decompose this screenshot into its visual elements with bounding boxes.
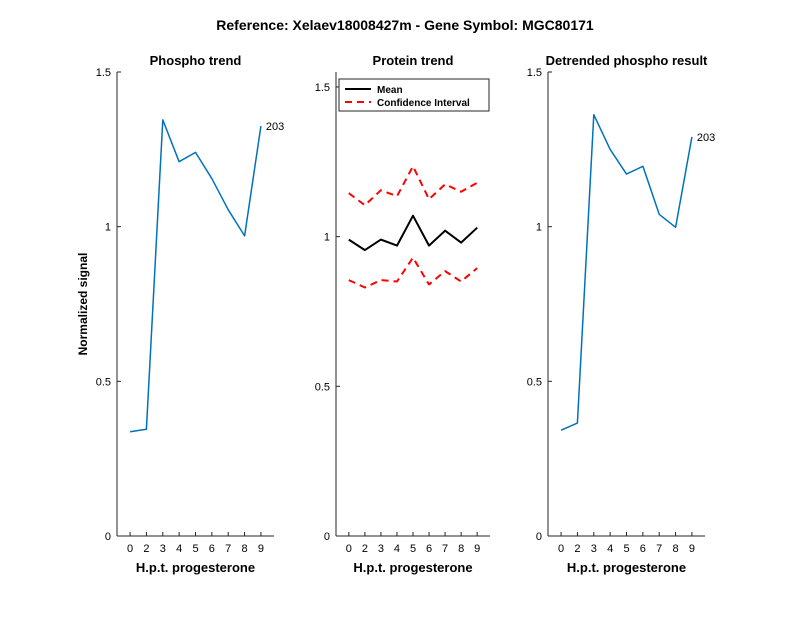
series-line-1 xyxy=(129,119,262,433)
panel-title: Protein trend xyxy=(373,53,454,68)
panel-title: Detrended phospho result xyxy=(546,53,708,68)
x-tick-label: 7 xyxy=(442,543,448,555)
y-tick-label: 0.5 xyxy=(527,376,542,388)
y-tick-label: 1 xyxy=(105,222,111,234)
y-tick-label: 0.5 xyxy=(315,381,330,393)
series-line-1 xyxy=(348,214,478,252)
legend: Mean Confidence Interval xyxy=(338,78,490,112)
figure-title: Reference: Xelaev18008427m - Gene Symbol… xyxy=(216,17,594,33)
x-axis-label: H.p.t. progesterone xyxy=(353,560,472,575)
x-tick-label: 5 xyxy=(410,543,416,555)
end-annotation: 203 xyxy=(697,132,715,144)
x-tick-label: 2 xyxy=(362,543,368,555)
y-tick-label: 0 xyxy=(324,531,330,543)
y-tick-label: 1 xyxy=(536,222,542,234)
x-tick-label: 4 xyxy=(394,543,400,555)
x-tick-label: 3 xyxy=(378,543,384,555)
x-tick-label: 0 xyxy=(127,543,133,555)
y-tick-label: 1.5 xyxy=(527,67,542,79)
x-tick-label: 4 xyxy=(607,543,613,555)
series-line-2 xyxy=(348,165,478,207)
x-tick-label: 3 xyxy=(160,543,166,555)
y-tick-label: 1 xyxy=(324,232,330,244)
x-tick-label: 2 xyxy=(574,543,580,555)
x-tick-label: 0 xyxy=(346,543,352,555)
y-tick-label: 0 xyxy=(105,531,111,543)
y-tick-label: 1.5 xyxy=(315,82,330,94)
legend-label: Mean xyxy=(377,85,403,96)
x-tick-label: 8 xyxy=(673,543,679,555)
end-annotation: 203 xyxy=(266,121,284,133)
y-axis-label: Normalized signal xyxy=(76,253,90,356)
series-line-3 xyxy=(348,256,478,289)
x-tick-label: 6 xyxy=(426,543,432,555)
y-tick-label: 0.5 xyxy=(96,376,111,388)
x-tick-label: 6 xyxy=(640,543,646,555)
x-tick-label: 7 xyxy=(225,543,231,555)
x-tick-label: 8 xyxy=(458,543,464,555)
y-tick-label: 0 xyxy=(536,531,542,543)
x-axis-label: H.p.t. progesterone xyxy=(136,560,255,575)
y-tick-label: 1.5 xyxy=(96,67,111,79)
x-axis-label: H.p.t. progesterone xyxy=(567,560,686,575)
x-tick-label: 8 xyxy=(242,543,248,555)
x-tick-label: 5 xyxy=(192,543,198,555)
panel-title: Phospho trend xyxy=(150,53,242,68)
series-line-1 xyxy=(560,113,693,431)
legend-label: Confidence Interval xyxy=(377,98,470,109)
x-tick-label: 9 xyxy=(474,543,480,555)
x-tick-label: 3 xyxy=(591,543,597,555)
x-tick-label: 5 xyxy=(623,543,629,555)
x-tick-label: 0 xyxy=(558,543,564,555)
x-tick-label: 4 xyxy=(176,543,182,555)
x-tick-label: 7 xyxy=(656,543,662,555)
x-tick-label: 6 xyxy=(209,543,215,555)
x-tick-label: 9 xyxy=(258,543,264,555)
legend-box xyxy=(338,78,490,112)
x-tick-label: 2 xyxy=(143,543,149,555)
x-tick-label: 9 xyxy=(689,543,695,555)
